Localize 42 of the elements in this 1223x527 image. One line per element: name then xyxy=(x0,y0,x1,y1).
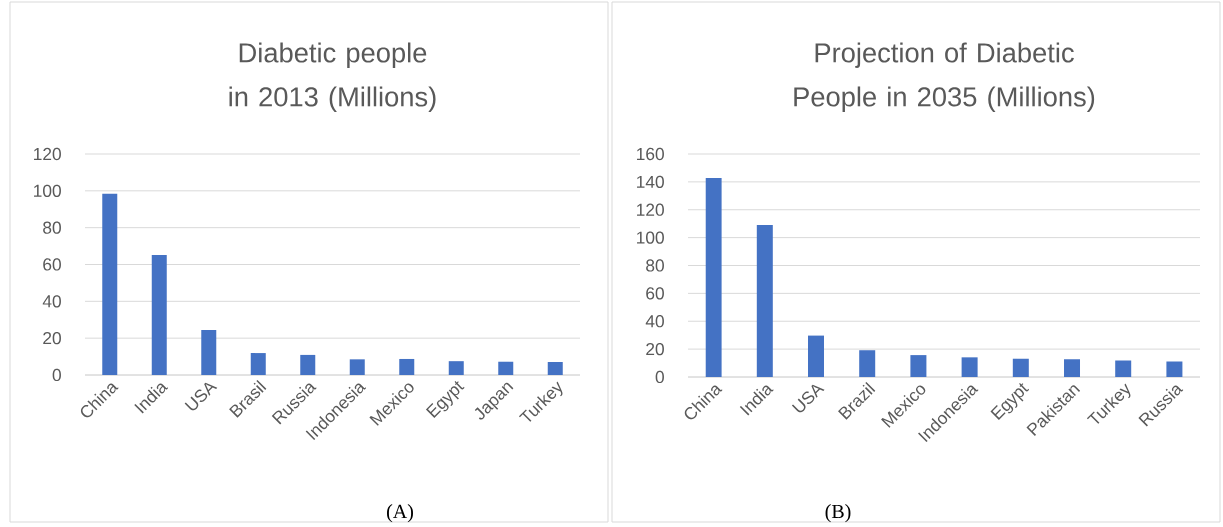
bar xyxy=(399,358,415,375)
x-tick-label: USA xyxy=(184,382,218,411)
text: (B) xyxy=(825,504,851,523)
y-tick-label: 140 xyxy=(637,175,664,188)
y-tick-label: 60 xyxy=(43,258,61,271)
bar xyxy=(808,335,825,377)
bar xyxy=(349,359,365,375)
bar xyxy=(102,193,118,375)
bar xyxy=(1064,359,1081,377)
bar xyxy=(705,178,722,377)
bar xyxy=(1115,360,1132,377)
y-tick-label: 20 xyxy=(43,332,61,345)
bar xyxy=(859,350,876,377)
bar xyxy=(910,355,927,377)
y-tick-label: 0 xyxy=(52,368,61,382)
bar xyxy=(250,353,266,375)
bar xyxy=(151,255,167,375)
y-tick-label: 0 xyxy=(655,370,664,384)
y-tick-label: 80 xyxy=(646,259,664,272)
bar xyxy=(1012,358,1029,377)
y-tick-label: 160 xyxy=(637,147,664,161)
y-tick-label: 100 xyxy=(34,184,61,197)
y-tick-label: 80 xyxy=(43,221,61,234)
bar xyxy=(201,330,217,375)
bar xyxy=(300,354,316,375)
bar xyxy=(961,357,978,377)
chart-title: Projection of Diabetic People in 2035 (Millions) xyxy=(794,42,1095,112)
y-tick-label: 60 xyxy=(646,287,664,300)
bar xyxy=(498,361,514,375)
y-tick-label: 40 xyxy=(645,315,664,328)
y-tick-label: 120 xyxy=(637,203,664,216)
y-tick-label: 120 xyxy=(34,147,61,161)
x-tick-label: USA xyxy=(791,384,825,413)
y-tick-label: 40 xyxy=(42,295,61,308)
y-tick-label: 20 xyxy=(646,342,664,356)
text: (A) xyxy=(387,504,413,523)
y-tick-label: 100 xyxy=(637,231,664,244)
chart-title: Diabetic people in 2013 (Millions) xyxy=(229,42,436,112)
bar xyxy=(448,361,464,375)
bar xyxy=(756,225,773,377)
bar xyxy=(547,362,563,375)
bar xyxy=(1166,361,1183,377)
